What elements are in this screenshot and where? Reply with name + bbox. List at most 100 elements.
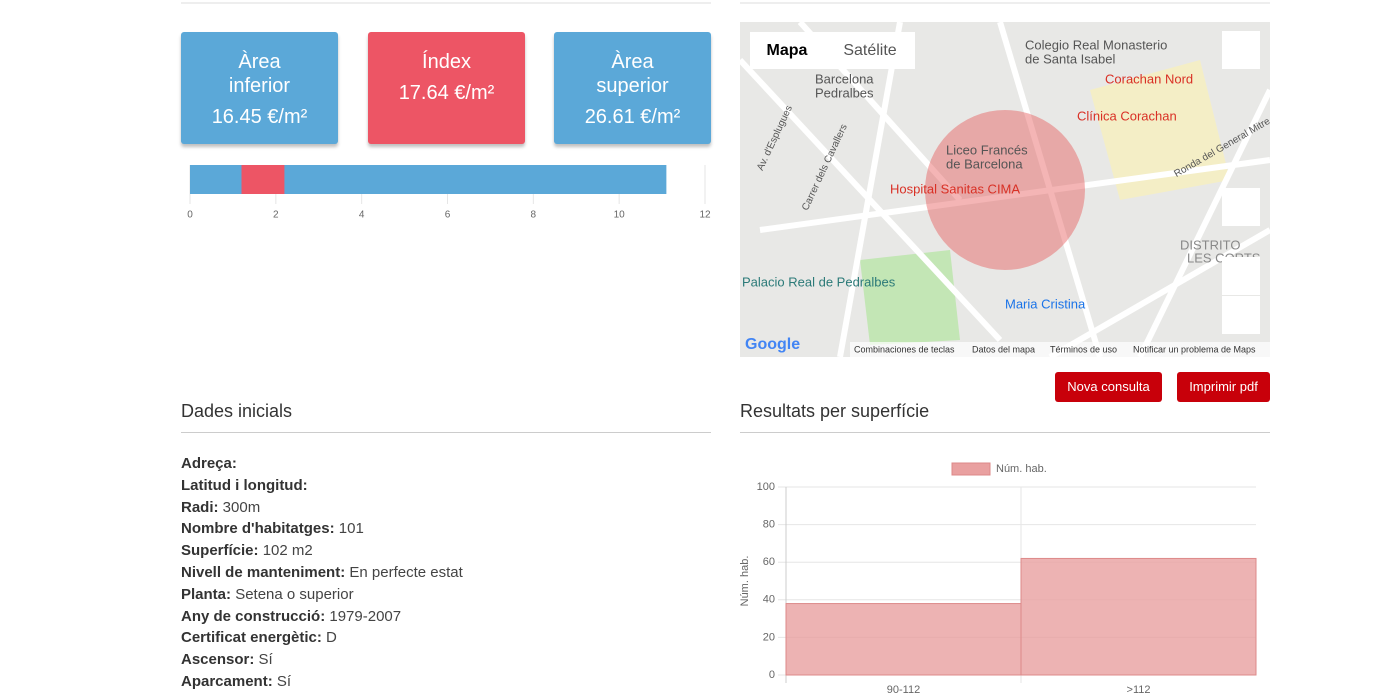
- legend-label: Núm. hab.: [996, 463, 1047, 475]
- map-control[interactable]: [1222, 188, 1260, 226]
- x-tick-label: 2: [273, 210, 279, 221]
- card-value: 17.64 €/m²: [398, 82, 495, 104]
- card-label: Àrea superior: [596, 51, 669, 97]
- detail-item: Ascensor: Sí: [181, 651, 273, 668]
- radius-area: [925, 110, 1085, 270]
- map-logo: Google: [745, 336, 800, 353]
- x-tick-label: 6: [445, 210, 451, 221]
- card-label: Àrea inferior: [228, 51, 291, 97]
- card-value: 26.61 €/m²: [584, 106, 681, 128]
- detail-label: Planta:: [181, 585, 232, 603]
- map-footer-link: Notificar un problema de Maps: [1133, 344, 1256, 354]
- x-tick-label: 0: [187, 210, 193, 221]
- map-label: Hospital Sanitas CIMA: [890, 181, 1020, 196]
- map-label: de Barcelona: [946, 156, 1023, 171]
- park: [860, 250, 960, 345]
- detail-item: Radi: 300m: [181, 499, 260, 516]
- legend-swatch: [951, 462, 991, 476]
- map-tab[interactable]: Satélite: [843, 42, 896, 59]
- detail-label: Superfície:: [181, 542, 259, 560]
- detail-label: Nivell de manteniment:: [181, 564, 346, 581]
- x-tick-label: 4: [359, 210, 365, 221]
- x-tick-label: 10: [614, 210, 626, 221]
- bar: [785, 603, 1022, 676]
- detail-item: Nombre d'habitatges: 101: [181, 520, 364, 537]
- kpi-card: Àrea superior 26.61 €/m²: [554, 32, 711, 144]
- map-footer-link: Combinaciones de teclas: [854, 344, 955, 354]
- detail-item: Adreça:: [181, 455, 237, 472]
- y-tick-label: 60: [763, 556, 775, 568]
- detail-label: Aparcament:: [181, 673, 273, 690]
- y-axis-label: Núm. hab.: [739, 556, 751, 607]
- x-tick-label: 12: [699, 210, 711, 221]
- detail-item: Any de construcció: 1979-2007: [181, 608, 401, 625]
- map-label: Palacio Real de Pedralbes: [742, 274, 896, 289]
- road: [837, 21, 903, 358]
- detail-value: D: [326, 629, 337, 647]
- y-tick-label: 80: [763, 519, 775, 531]
- detail-label: Radi:: [181, 498, 219, 516]
- detail-value: Sí: [276, 673, 292, 690]
- road: [759, 157, 1271, 233]
- map-footer-link: Datos del mapa: [972, 344, 1035, 354]
- x-tick-label: >112: [1127, 684, 1151, 696]
- section-title: Resultats per superfície: [740, 401, 1270, 433]
- detail-value: 1979-2007: [329, 607, 402, 625]
- detail-label: Ascensor:: [181, 651, 255, 669]
- y-tick-label: 40: [763, 594, 775, 606]
- button[interactable]: Imprimir pdf: [1177, 372, 1270, 402]
- x-tick-label: 8: [531, 210, 537, 221]
- detail-value: 300m: [222, 498, 261, 516]
- road: [1137, 88, 1273, 359]
- detail-value: 101: [338, 520, 364, 538]
- detail-item: Latitud i longitud:: [181, 477, 308, 494]
- kpi-card: Índex 17.64 €/m²: [368, 32, 525, 144]
- button[interactable]: Nova consulta: [1055, 372, 1162, 402]
- detail-label: Adreça:: [181, 455, 237, 472]
- card-label: Índex: [422, 51, 471, 73]
- map-control[interactable]: [1222, 257, 1260, 295]
- road: [997, 21, 1103, 358]
- park: [1090, 60, 1230, 200]
- map-control[interactable]: [1222, 31, 1260, 69]
- y-tick-label: 0: [769, 669, 775, 681]
- detail-value: 102 m2: [262, 542, 313, 560]
- detail-item: Planta: Setena o superior: [181, 586, 354, 603]
- detail-item: Certificat energètic: D: [181, 629, 337, 646]
- detail-label: Any de construcció:: [181, 607, 326, 625]
- detail-value: Setena o superior: [235, 585, 354, 603]
- map-label: Pedralbes: [815, 85, 874, 100]
- detail-label: Certificat energètic:: [181, 629, 322, 647]
- map-label: Clínica Corachan: [1077, 108, 1177, 123]
- detail-value: En perfecte estat: [349, 564, 463, 581]
- detail-value: Sí: [258, 651, 273, 669]
- card-value: 16.45 €/m²: [211, 106, 308, 128]
- range-bar: [241, 165, 285, 194]
- y-tick-label: 20: [763, 631, 775, 643]
- detail-item: Superfície: 102 m2: [181, 542, 313, 559]
- y-tick-label: 100: [757, 481, 775, 493]
- map-label: Liceo Francés: [946, 142, 1028, 157]
- map-label: DISTRITO: [1180, 237, 1240, 252]
- map-control[interactable]: [1222, 296, 1260, 334]
- section-title: Dades inicials: [181, 401, 711, 433]
- map-label: Barcelona: [815, 71, 874, 86]
- map-label: Maria Cristina: [1005, 296, 1086, 311]
- map-label: Colegio Real Monasterio: [1025, 37, 1167, 52]
- map-tab[interactable]: Mapa: [767, 42, 808, 59]
- map-tab-bar: [750, 32, 915, 69]
- map-footer-bg: [850, 342, 1270, 357]
- detail-label: Nombre d'habitatges:: [181, 520, 335, 538]
- detail-item: Aparcament: Sí: [181, 673, 291, 690]
- road: [1048, 227, 1272, 360]
- map-footer-link: Términos de uso: [1050, 344, 1117, 354]
- map-label: de Santa Isabel: [1025, 51, 1115, 66]
- detail-label: Latitud i longitud:: [181, 476, 308, 494]
- x-tick-label: 90-112: [887, 684, 920, 696]
- kpi-card: Àrea inferior 16.45 €/m²: [181, 32, 338, 144]
- detail-item: Nivell de manteniment: En perfecte estat: [181, 564, 463, 581]
- bar: [1020, 557, 1257, 676]
